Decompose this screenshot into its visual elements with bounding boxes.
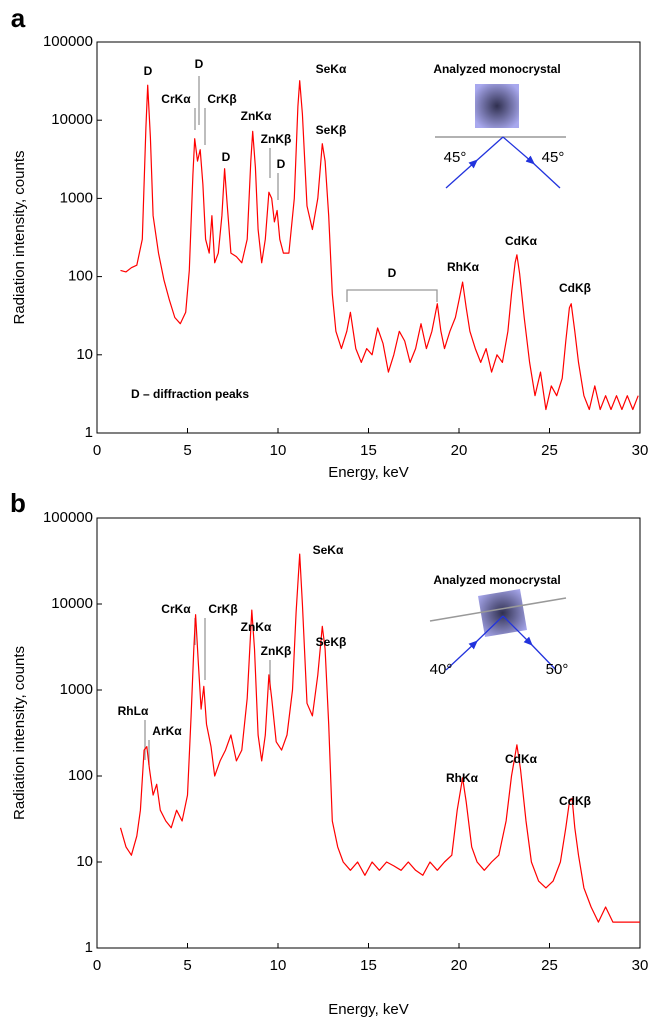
- panel-label: a: [11, 3, 26, 33]
- peak-label: SeKβ: [316, 123, 347, 137]
- y-tick-label: 10000: [51, 595, 93, 612]
- y-axis-label: Radiation intensity, counts: [11, 646, 28, 820]
- y-tick-label: 1: [85, 424, 93, 441]
- peak-label: CrKα: [161, 92, 191, 106]
- angle-label: 40°: [430, 661, 453, 678]
- beam-out: [531, 161, 561, 189]
- beam-in: [474, 136, 504, 163]
- inset-title: Analyzed monocrystal: [433, 62, 560, 76]
- y-tick-label: 100000: [43, 509, 93, 526]
- spectrum: [120, 80, 639, 411]
- peak-label: D – diffraction peaks: [131, 387, 249, 401]
- y-tick-label: 10: [76, 853, 93, 870]
- angle-label: 45°: [444, 149, 467, 166]
- x-tick-label: 15: [360, 442, 377, 459]
- x-tick-label: 0: [93, 957, 101, 974]
- peak-label: SeKβ: [316, 635, 347, 649]
- panel-label: b: [10, 488, 26, 518]
- x-tick-label: 25: [541, 442, 558, 459]
- peak-label: ArKα: [152, 724, 182, 738]
- y-tick-label: 1000: [60, 189, 93, 206]
- x-tick-label: 30: [632, 442, 649, 459]
- peak-label: CrKβ: [207, 92, 236, 106]
- peak-label: RhKα: [446, 771, 479, 785]
- peak-label: ZnKα: [241, 620, 272, 634]
- beam-in: [445, 640, 478, 671]
- x-axis-label: Energy, keV: [328, 464, 409, 481]
- peak-label: ZnKα: [241, 109, 272, 123]
- leaders-b: [144, 618, 271, 765]
- beam-out: [502, 615, 533, 646]
- crystal: [478, 589, 527, 637]
- angle-label: 50°: [546, 661, 569, 678]
- surface: [429, 597, 567, 622]
- peak-label: D: [388, 266, 397, 280]
- inset-title: Analyzed monocrystal: [433, 573, 560, 587]
- x-tick-label: 5: [183, 442, 191, 459]
- peak-label: CrKβ: [208, 602, 237, 616]
- peak-label: D: [144, 64, 153, 78]
- y-tick-label: 10: [76, 346, 93, 363]
- y-axis-label: Radiation intensity, counts: [11, 151, 28, 325]
- spectrum: [119, 553, 640, 923]
- x-tick-label: 0: [93, 442, 101, 459]
- peak-label: CrKα: [161, 602, 191, 616]
- x-axis-label: Energy, keV: [328, 1001, 409, 1018]
- peak-label: ZnKβ: [261, 644, 292, 658]
- peak-label: SeKα: [313, 543, 344, 557]
- y-tick-label: 10000: [51, 111, 93, 128]
- x-tick-label: 10: [270, 957, 287, 974]
- angle-label: 45°: [542, 149, 565, 166]
- beam-out: [502, 136, 535, 165]
- leaders-a: [194, 76, 438, 302]
- beam-in: [474, 615, 504, 644]
- peak-label: CdKα: [505, 752, 538, 766]
- x-tick-label: 20: [451, 957, 468, 974]
- x-tick-label: 5: [183, 957, 191, 974]
- inset-b: [429, 589, 567, 671]
- x-tick-label: 15: [360, 957, 377, 974]
- peak-label: ZnKβ: [261, 132, 292, 146]
- peak-label: D: [195, 57, 204, 71]
- y-tick-label: 1: [85, 939, 93, 956]
- crystal: [475, 84, 519, 128]
- peak-label: D: [277, 157, 286, 171]
- peak-label: RhKα: [447, 260, 480, 274]
- peak-label: CdKβ: [559, 281, 591, 295]
- y-tick-label: 100: [68, 268, 93, 285]
- beam-out: [529, 642, 557, 671]
- y-tick-label: 100: [68, 767, 93, 784]
- x-tick-label: 30: [632, 957, 649, 974]
- x-tick-label: 25: [541, 957, 558, 974]
- peak-label: RhLα: [118, 704, 149, 718]
- beam-in: [445, 159, 478, 189]
- inset-a: [435, 84, 566, 189]
- peak-label: CdKα: [505, 234, 538, 248]
- y-tick-label: 1000: [60, 681, 93, 698]
- x-tick-label: 20: [451, 442, 468, 459]
- peak-label: CdKβ: [559, 794, 591, 808]
- x-tick-label: 10: [270, 442, 287, 459]
- peak-label: D: [222, 150, 231, 164]
- peak-label: SeKα: [316, 62, 347, 76]
- y-tick-label: 100000: [43, 33, 93, 50]
